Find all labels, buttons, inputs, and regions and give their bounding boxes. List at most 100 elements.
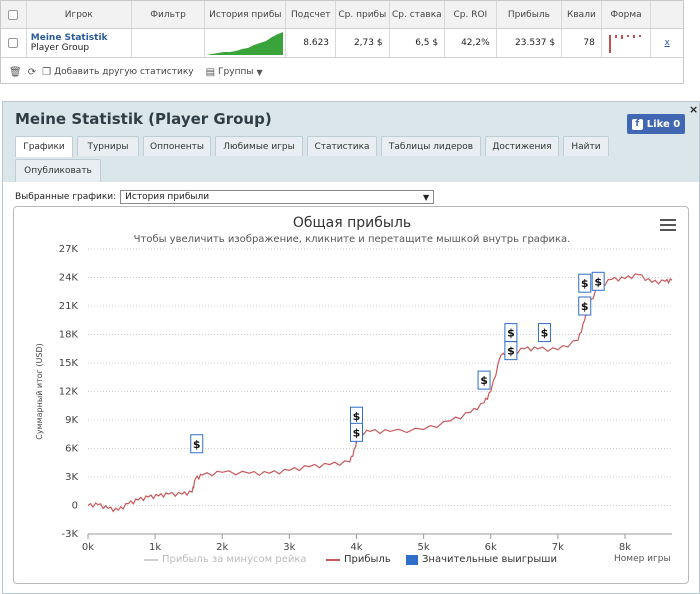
tab-opponents[interactable]: Оппоненты [143,136,211,156]
column-header-roi[interactable]: Ср. ROI [445,1,497,28]
table-toolbar: 🗑 ⟳ ❐ Добавить другую статистику ▤ Групп… [1,61,683,83]
caret-down-icon: ▼ [256,67,263,77]
big-win-marker-symbol: $ [353,426,361,439]
tab-achievements[interactable]: Достижения [485,136,559,156]
select-all-checkbox-cell[interactable] [1,1,27,28]
widget-title: Meine Statistik (Player Group) [15,110,272,128]
y-axis-label: Суммарный итог (USD) [35,343,44,440]
column-header-profit-history[interactable]: История прибы [205,1,287,28]
big-win-marker [537,323,551,343]
legend-item-profit[interactable]: Прибыль [326,554,391,565]
tab-charts[interactable]: Графики [15,136,73,157]
tab-publish[interactable]: Опубликовать [15,159,101,182]
statistics-table: Игрок Фильтр История прибы Подсчет Ср. п… [0,0,684,84]
legend-line-profit [326,558,340,561]
table-row[interactable]: Meine Statistik Player Group 8.623 2,73 … [1,29,683,58]
legend-label-big-wins: Значительные выигрыши [422,554,557,565]
facebook-like-button[interactable]: f Like 0 [627,114,685,134]
select-all-checkbox[interactable] [8,9,19,20]
column-header-quali[interactable]: Квали [562,1,602,28]
legend-label-rake: Прибыль за минусом рейка [162,554,307,565]
column-header-avg-profit[interactable]: Ср. прибы [336,1,390,28]
chart-subtitle: Чтобы увеличить изображение, кликните и … [133,234,571,245]
tab-statistics[interactable]: Статистика [307,136,377,156]
trash-icon[interactable]: 🗑 [9,66,22,78]
tab-search[interactable]: Найти [563,136,609,156]
profit-chart[interactable]: Общая прибыль Чтобы увеличить изображени… [13,206,689,584]
groups-dropdown[interactable]: ▤ Группы ▼ [206,67,263,78]
player-cell: Meine Statistik Player Group [27,29,132,57]
legend-item-big-wins[interactable]: Значительные выигрыши [406,554,557,565]
widget-header: Meine Statistik (Player Group) f Like 0 … [3,102,699,182]
column-header-player[interactable]: Игрок [27,1,132,28]
big-win-marker-symbol: $ [541,327,549,340]
x-tick-label: 6k [485,542,497,553]
y-tick-label: 0 [72,501,78,512]
filter-cell [132,29,206,57]
profit-cell: 23.537 $ [497,29,563,57]
chart-menu-icon[interactable] [660,219,676,233]
column-header-form[interactable]: Форма [602,1,652,28]
column-header-empty [651,1,683,28]
big-win-marker-symbol: $ [507,345,515,358]
chart-select-value: История прибыли [125,192,210,202]
tab-favorite-games[interactable]: Любимые игры [215,136,303,156]
count-cell: 8.623 [286,29,337,57]
big-win-marker-symbol: $ [193,438,201,451]
column-header-count[interactable]: Подсчет [286,1,337,28]
refresh-icon[interactable]: ⟳ [27,66,37,78]
remove-row-link[interactable]: x [664,38,670,48]
close-icon[interactable]: × [689,103,699,116]
x-tick-label: 5k [418,542,430,553]
big-win-marker [504,341,518,361]
column-header-profit[interactable]: Прибыль [497,1,563,28]
player-name-link[interactable]: Meine Statistik [30,33,108,43]
big-win-marker [578,273,592,293]
row-checkbox[interactable] [8,38,19,48]
x-tick-label: 3k [283,542,295,553]
add-statistic-button[interactable]: ❐ Добавить другую статистику [42,67,194,78]
y-tick-label: 6K [65,444,78,455]
tab-tournaments[interactable]: Турниры [77,136,139,156]
y-tick-label: 12K [59,387,79,398]
x-tick-label: 7k [552,542,564,553]
big-win-marker [350,422,364,442]
big-win-marker [477,370,491,390]
y-tick-label: 15K [59,358,79,369]
folder-icon: ▤ [205,66,216,78]
column-header-filter[interactable]: Фильтр [132,1,206,28]
big-win-marker-symbol: $ [480,374,488,387]
big-win-marker [190,434,204,454]
legend-item-rake[interactable]: Прибыль за минусом рейка [144,554,307,565]
y-tick-label: -3K [61,529,78,540]
big-win-marker-symbol: $ [581,277,589,290]
y-tick-label: 18K [59,330,79,341]
player-group-label: Player Group [30,43,90,53]
tab-leaderboards[interactable]: Таблицы лидеров [381,136,481,156]
x-tick-label: 4k [350,542,362,553]
big-win-marker-symbol: $ [507,327,515,340]
big-win-marker [578,296,592,316]
y-tick-label: 27K [59,244,79,255]
x-tick-label: 2k [216,542,228,553]
quali-cell: 78 [562,29,602,57]
avg-profit-cell: 2,73 $ [336,29,390,57]
statistic-widget: Meine Statistik (Player Group) f Like 0 … [2,101,700,594]
y-tick-label: 21K [59,301,79,312]
add-statistic-label: Добавить другую статистику [54,67,194,77]
y-tick-label: 3K [65,472,78,483]
row-checkbox-cell[interactable] [1,29,27,57]
form-bars [609,35,642,53]
chart-plot[interactable]: -3K 0 3K 6K 9K 12K 15K 18K 21K 24K 27K 0k 1k 2k 3k 4k 5k… [14,207,690,585]
avg-stake-cell: 6,5 $ [390,29,446,57]
form-cell [602,29,652,57]
y-tick-label: 24K [59,273,79,284]
chart-select-dropdown[interactable]: История прибыли ▼ [120,190,435,204]
legend-square-big-wins [406,554,418,565]
facebook-icon: f [631,118,643,130]
big-win-marker-symbol: $ [353,410,361,423]
y-tick-label: 9K [65,415,78,426]
copy-icon: ❐ [42,66,52,78]
legend-line-rake [144,558,158,561]
column-header-avg-stake[interactable]: Ср. ставка [390,1,446,28]
